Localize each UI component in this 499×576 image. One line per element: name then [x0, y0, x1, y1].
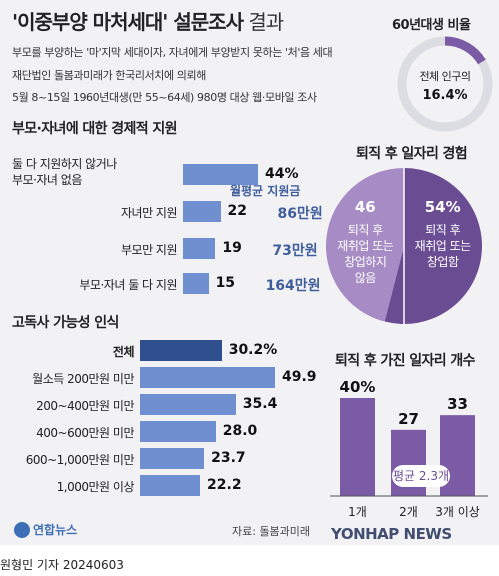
- job-count-category-label: 3개 이상: [435, 505, 480, 519]
- pie-slice-label: 퇴직 후: [425, 223, 460, 237]
- lonely-category-label: 월소득 200만원 미만: [32, 372, 134, 386]
- lonely-bar: [140, 340, 222, 361]
- lonely-category-label: 400~600만원 미만: [36, 426, 134, 440]
- support-bar: [183, 201, 221, 222]
- lonely-bar: [140, 367, 275, 388]
- support-value-label: 19: [222, 240, 242, 256]
- job-count-value-label: 40%: [340, 378, 376, 396]
- monthly-support-amount: 73만원: [272, 243, 318, 259]
- job-count-title: 퇴직 후 가진 일자리 개수: [335, 353, 476, 369]
- lonely-bar: [140, 421, 216, 442]
- pie-slice-label: 창업함: [427, 255, 459, 269]
- job-count-value-label: 27: [398, 410, 419, 428]
- support-category-label: 자녀만 지원: [120, 206, 178, 220]
- lonely-bar: [140, 394, 236, 415]
- population-donut: 전체 인구의 16.4%: [397, 36, 493, 132]
- job-count-category-label: 2개: [399, 505, 418, 519]
- support-chart-title: 부모·자녀에 대한 경제적 지원: [12, 121, 178, 137]
- page-title: '이중부양 마처세대' 설문조사 결과: [12, 10, 284, 34]
- lonely-bar: [140, 448, 205, 469]
- average-badge: [392, 465, 450, 487]
- pie-slice: [384, 168, 482, 324]
- yonhap-logo-icon: [14, 522, 30, 538]
- pie-slice-label: 창업하지: [344, 255, 386, 269]
- pie-slice-label: 않음: [355, 271, 377, 285]
- support-value-label: 44%: [265, 166, 299, 182]
- monthly-support-amount: 164만원: [265, 278, 321, 294]
- support-value-label: 15: [215, 275, 236, 291]
- subtitle-line-3: 5월 8~15일 1960년대생(만 55~64세) 980명 대상 웹·모바일…: [12, 91, 317, 104]
- job-experience-title: 퇴직 후 일자리 경험: [356, 146, 468, 162]
- support-category-label: 둘 다 지원하지 않거나 부모·자녀 없음: [12, 157, 117, 187]
- lonely-value-label: 23.7: [211, 450, 246, 466]
- watermark: YONHAP NEWS: [331, 525, 452, 543]
- pie-slice: [326, 168, 404, 322]
- lonely-category-label: 200~400만원 미만: [36, 399, 134, 413]
- donut-title: 60년대생 비율: [392, 18, 471, 33]
- donut-value: 16.4%: [422, 88, 467, 103]
- lonely-death-chart: 전체 30.2% 월소득 200만원 미만 49.9 200~400만원 미만 35.4 4…: [0, 335, 330, 515]
- support-bar: [183, 238, 216, 259]
- pie-slice-label: 퇴직 후: [348, 223, 383, 237]
- pie-value-label: 54%: [425, 198, 461, 216]
- support-bar: [183, 164, 258, 185]
- byline: 원형민 기자 20240603: [0, 558, 124, 572]
- support-category-label: 부모·자녀 둘 다 지원: [79, 278, 177, 292]
- lonely-bar: [140, 475, 201, 496]
- logo-text: 연합뉴스: [33, 523, 78, 537]
- pie-slice-label: 재취업 또는: [337, 239, 393, 253]
- donut-arc: [397, 36, 493, 132]
- lonely-category-label: 600~1,000만원 미만: [25, 453, 135, 467]
- lonely-value-label: 28.0: [222, 423, 258, 439]
- support-value-label: 22: [227, 203, 247, 219]
- job-count-bar: [340, 398, 375, 496]
- lonely-value-label: 30.2%: [228, 342, 278, 358]
- lonely-category-label: 전체: [112, 345, 135, 359]
- donut-label: 전체 인구의: [419, 70, 470, 83]
- lonely-value-label: 35.4: [242, 396, 278, 412]
- average-label: 평균 2.3개: [393, 469, 449, 483]
- pie-slice-label: 재취업 또는: [415, 239, 471, 253]
- pie-value-label: 46: [355, 198, 376, 216]
- job-count-value-label: 33: [447, 395, 468, 413]
- lonely-value-label: 49.9: [282, 369, 317, 385]
- source-note: 자료: 돌봄과미래: [232, 525, 311, 538]
- job-count-category-label: 1개: [348, 505, 367, 519]
- monthly-support-header: 월평균 지원금: [230, 184, 301, 198]
- support-category-label: 부모만 지원: [120, 243, 178, 257]
- subtitle-line-1: 부모를 부양하는 '마'지막 세대이자, 자녀에게 부양받지 못하는 '처'음 …: [12, 46, 333, 59]
- support-bar: [183, 273, 209, 294]
- monthly-support-amount: 86만원: [277, 206, 323, 222]
- job-count-chart: 40% 1개 27 2개 33 3개 이상 평균 2.3개: [330, 378, 488, 519]
- subtitle-line-2: 재단법인 돌봄과미래가 한국리서치에 의뢰해: [12, 69, 206, 82]
- lonely-value-label: 22.2: [207, 477, 242, 493]
- lonely-death-title: 고독사 가능성 인식: [12, 315, 119, 331]
- lonely-category-label: 1,000만원 이상: [56, 480, 135, 494]
